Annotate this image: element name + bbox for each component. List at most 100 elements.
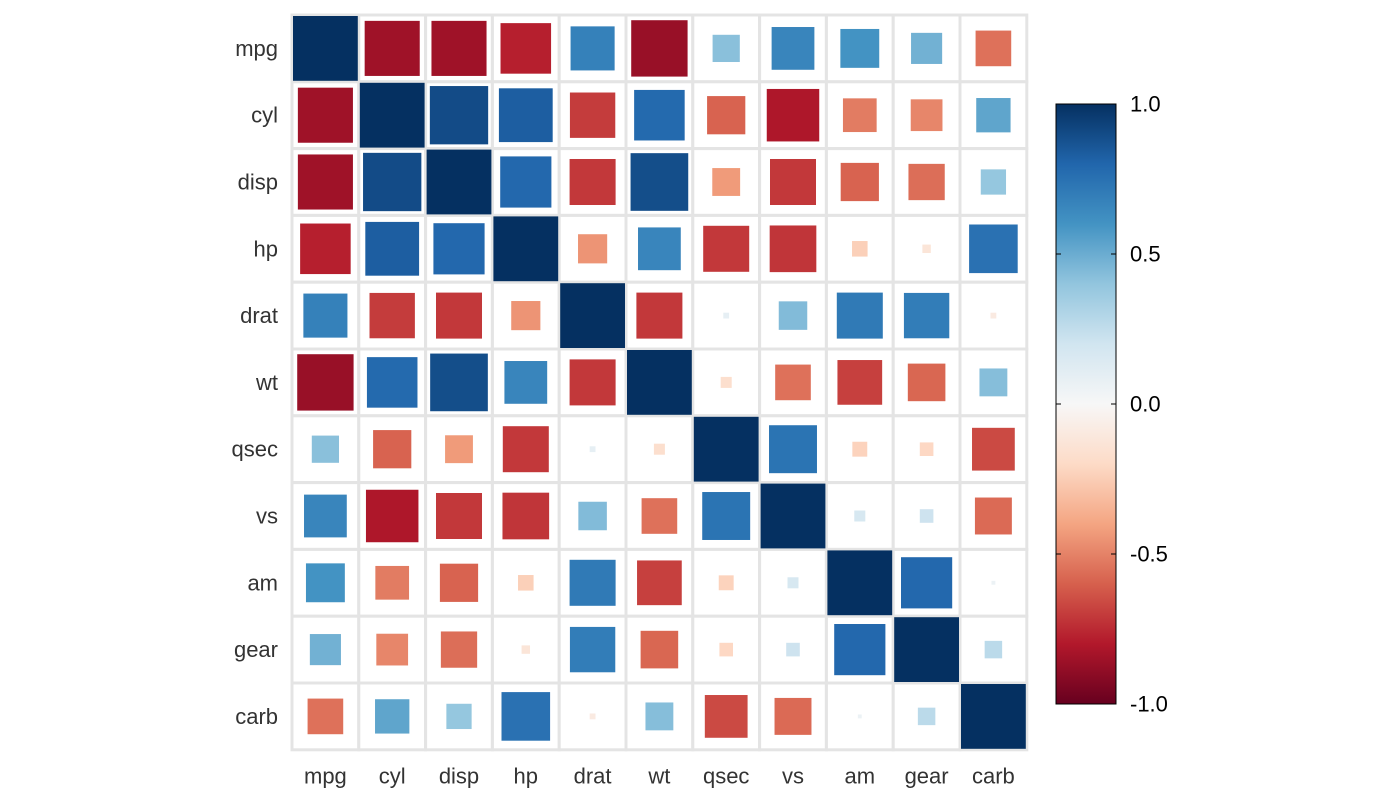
col-label-hp: hp <box>514 763 538 788</box>
grid-cell-qsec-carb <box>958 414 1029 485</box>
corr-square-disp-drat <box>569 158 616 206</box>
col-label-mpg: mpg <box>304 763 347 788</box>
col-label-wt: wt <box>647 763 670 788</box>
corr-square-gear-gear <box>894 617 959 682</box>
corr-square-wt-wt <box>627 350 692 415</box>
row-label-hp: hp <box>254 236 278 261</box>
corr-square-mpg-drat <box>570 26 615 71</box>
corr-square-cyl-carb <box>976 98 1011 133</box>
corr-square-hp-vs <box>769 225 817 273</box>
colorbar-tick-label: 1.0 <box>1130 92 1161 117</box>
corr-square-carb-vs <box>774 697 812 735</box>
corr-square-disp-wt <box>630 153 689 211</box>
corr-square-hp-carb <box>969 224 1018 274</box>
corr-square-wt-qsec <box>720 376 732 388</box>
corr-square-drat-hp <box>511 301 541 331</box>
corr-square-qsec-qsec <box>693 416 759 482</box>
corr-square-am-carb <box>991 580 996 585</box>
corr-square-carb-drat <box>589 713 596 720</box>
corr-square-cyl-vs <box>766 88 820 142</box>
corr-square-carb-carb <box>961 684 1026 749</box>
colorbar-tick-label: -1.0 <box>1130 692 1168 717</box>
corr-square-mpg-wt <box>631 20 688 77</box>
col-label-drat: drat <box>574 763 612 788</box>
row-label-drat: drat <box>240 303 278 328</box>
corr-square-vs-mpg <box>304 494 347 538</box>
corr-square-mpg-am <box>840 28 880 68</box>
axis-labels: mpg mpg cyl cyl disp disp hp hp drat drat wt wt qsec… <box>232 36 1015 788</box>
corr-square-wt-disp <box>430 353 488 412</box>
corr-square-vs-cyl <box>365 489 419 543</box>
corr-square-carb-disp <box>446 703 472 730</box>
corr-square-cyl-qsec <box>707 96 746 135</box>
corr-square-hp-qsec <box>703 225 750 272</box>
row-label-vs: vs <box>256 504 278 529</box>
corr-square-vs-carb <box>974 497 1012 535</box>
corr-square-cyl-disp <box>429 86 489 145</box>
corr-square-wt-drat <box>569 359 616 406</box>
corr-square-gear-drat <box>569 626 616 673</box>
corr-square-disp-qsec <box>712 168 741 196</box>
corr-square-carb-gear <box>917 707 936 726</box>
corr-square-cyl-mpg <box>297 87 353 143</box>
corr-square-qsec-vs <box>769 425 817 474</box>
corr-square-am-vs <box>787 577 799 589</box>
corr-square-disp-carb <box>980 169 1007 195</box>
col-label-vs: vs <box>782 763 804 788</box>
row-label-cyl: cyl <box>251 103 278 128</box>
corr-square-hp-disp <box>433 223 485 275</box>
corr-square-carb-cyl <box>375 699 410 734</box>
corr-square-hp-mpg <box>300 223 351 275</box>
corr-square-drat-am <box>836 292 883 339</box>
corr-square-am-wt <box>637 560 682 606</box>
corr-square-vs-vs <box>760 483 826 549</box>
corr-square-vs-disp <box>435 492 483 540</box>
row-label-mpg: mpg <box>235 36 278 61</box>
corr-square-mpg-hp <box>500 23 552 74</box>
col-label-cyl: cyl <box>379 763 406 788</box>
row-label-gear: gear <box>234 637 278 662</box>
corr-square-carb-wt <box>645 702 674 731</box>
row-label-qsec: qsec <box>232 437 278 462</box>
corr-square-carb-mpg <box>307 698 344 735</box>
corr-square-am-mpg <box>305 563 345 603</box>
corr-square-carb-am <box>857 714 862 719</box>
corr-square-disp-cyl <box>363 152 422 212</box>
corr-square-gear-wt <box>640 630 679 669</box>
corr-square-gear-mpg <box>309 634 341 666</box>
row-label-carb: carb <box>235 704 278 729</box>
corr-square-mpg-disp <box>431 20 487 76</box>
corr-square-mpg-vs <box>771 27 815 70</box>
corr-square-gear-cyl <box>376 633 409 666</box>
corr-square-qsec-am <box>852 441 868 457</box>
colorbar-tick-label: 0.5 <box>1130 242 1161 267</box>
col-label-disp: disp <box>439 763 479 788</box>
corr-square-hp-am <box>852 241 868 257</box>
corr-square-wt-cyl <box>366 357 418 408</box>
corr-square-qsec-drat <box>589 446 596 453</box>
corr-square-mpg-mpg <box>293 16 358 81</box>
corr-square-qsec-mpg <box>311 435 340 463</box>
corr-square-cyl-drat <box>569 92 616 138</box>
corr-square-drat-mpg <box>303 293 348 338</box>
corr-square-mpg-qsec <box>712 34 740 63</box>
corr-square-drat-wt <box>636 292 683 339</box>
corr-square-drat-vs <box>778 301 808 330</box>
corr-square-cyl-hp <box>498 88 553 143</box>
col-label-gear: gear <box>905 763 949 788</box>
corr-square-qsec-wt <box>653 443 665 455</box>
corr-square-disp-mpg <box>297 154 353 210</box>
corr-square-vs-qsec <box>702 492 751 540</box>
corr-square-vs-hp <box>502 492 550 540</box>
colorbar-tick-label: 0.0 <box>1130 392 1161 417</box>
corr-square-drat-gear <box>903 292 950 339</box>
corr-square-am-am <box>827 550 893 616</box>
corr-square-disp-hp <box>500 156 552 208</box>
corr-square-cyl-am <box>842 98 877 133</box>
corr-square-am-drat <box>569 559 616 606</box>
col-label-carb: carb <box>972 763 1015 788</box>
col-label-am: am <box>845 763 876 788</box>
corr-square-drat-cyl <box>369 292 415 339</box>
corr-square-wt-vs <box>775 364 811 401</box>
